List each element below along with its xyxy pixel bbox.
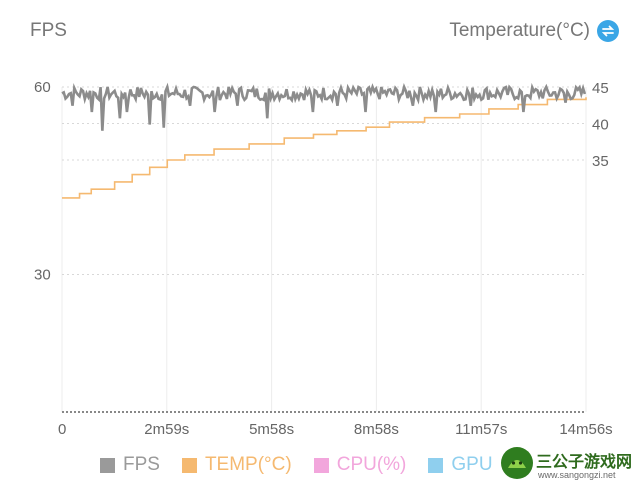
legend-item[interactable]: CPU(%) <box>313 454 407 476</box>
y-right-tick-label: 45 <box>592 80 609 97</box>
x-tick-label: 5m58s <box>249 421 294 438</box>
logo-url: www.sangongzi.net <box>538 470 616 480</box>
site-logo: 三公子游戏网 www.sangongzi.net <box>500 440 640 488</box>
y-right-tick-label: 35 <box>592 153 609 170</box>
tick-labels: 0 2m59s 5m58s 8m58s 11m57s 14m56s 60 30 45 40 35 <box>34 79 613 438</box>
y-right-tick-label: 40 <box>592 117 609 134</box>
legend-label: CPU(%) <box>336 454 407 475</box>
x-tick-label: 2m59s <box>144 421 189 438</box>
x-tick-label: 11m57s <box>455 421 507 438</box>
legend-swatch <box>181 457 197 473</box>
temp-series <box>62 97 587 199</box>
x-tick-label: 8m58s <box>354 421 399 438</box>
legend-label: FPS <box>123 454 160 475</box>
y-left-tick-label: 60 <box>34 79 51 96</box>
fps-line <box>61 82 587 131</box>
swap-icon[interactable] <box>597 20 619 42</box>
chart-plot: 0 2m59s 5m58s 8m58s 11m57s 14m56s 60 30 45 40 35 <box>34 79 613 438</box>
fps-series <box>61 82 587 131</box>
legend-swatch <box>100 457 115 473</box>
left-axis-title: FPS <box>30 20 67 41</box>
y-left-tick-label: 30 <box>34 267 51 284</box>
x-tick-label: 14m56s <box>559 421 612 438</box>
right-axis-title: Temperature(°C) <box>449 20 590 41</box>
legend-item[interactable]: FPS <box>100 454 160 476</box>
legend-item[interactable]: GPU <box>428 454 493 476</box>
legend-label: GPU <box>451 454 493 475</box>
x-tick-label: 0 <box>58 421 66 438</box>
grid <box>61 86 587 413</box>
swap-arrows-icon <box>601 25 615 37</box>
logo-text: 三公子游戏网 <box>536 452 633 471</box>
legend-label: TEMP(°C) <box>204 454 292 475</box>
legend-swatch <box>428 457 444 473</box>
legend: FPS TEMP(°C) CPU(%) GPU <box>100 454 493 476</box>
legend-swatch <box>313 457 329 473</box>
temp-line <box>62 97 587 199</box>
legend-item[interactable]: TEMP(°C) <box>181 454 292 476</box>
android-mascot-icon <box>501 447 533 479</box>
